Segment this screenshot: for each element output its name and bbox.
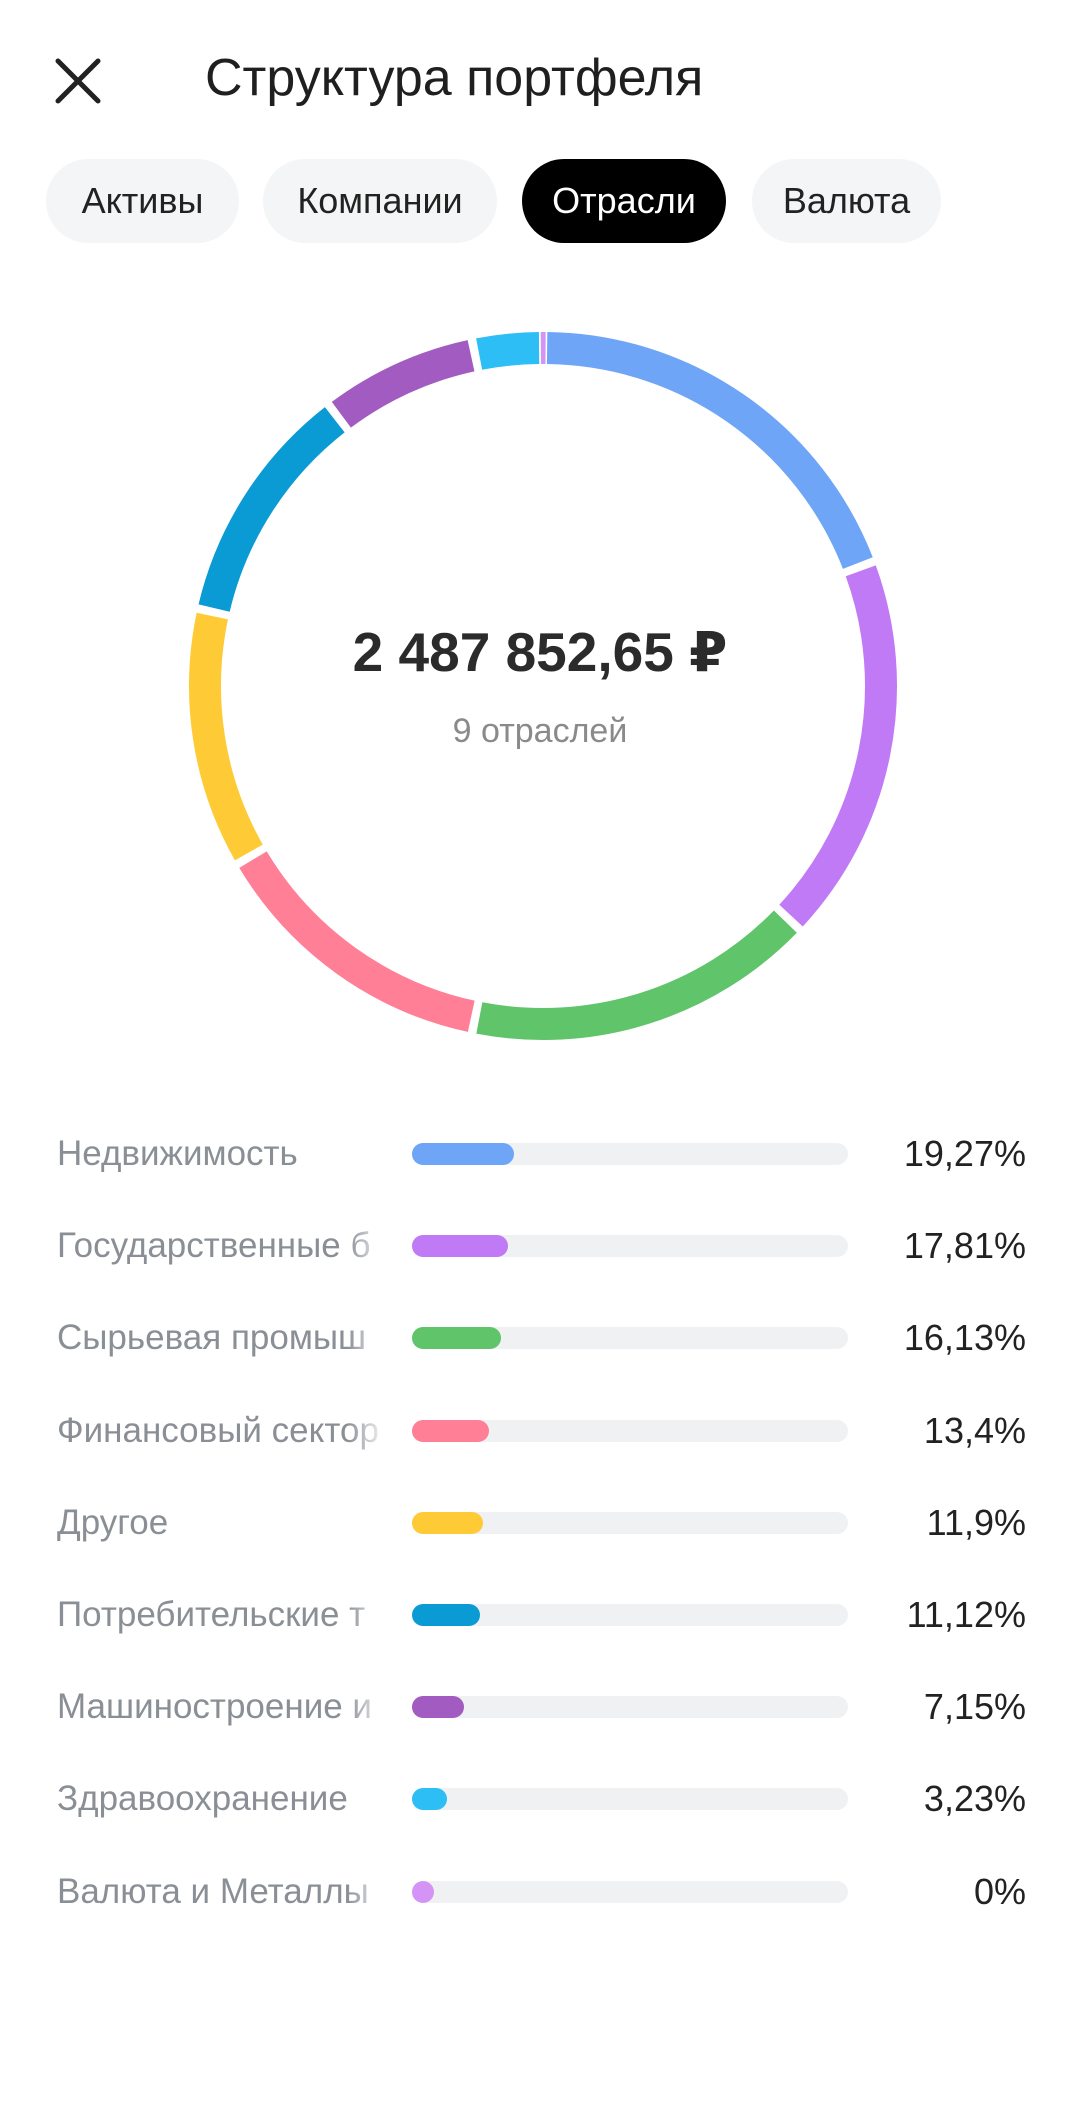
bar-track: [412, 1143, 848, 1165]
percent-label: 11,9%: [926, 1501, 1026, 1543]
donut-segment: [331, 340, 475, 428]
industry-row: Здравоохранение 3,23%: [0, 1769, 1080, 1829]
percent-label: 17,81%: [903, 1225, 1026, 1267]
industry-row: Другое 11,9%: [0, 1493, 1080, 1553]
industry-name: Валюта и Металлы: [57, 1871, 369, 1911]
total-value: 2 487 852,65 ₽: [352, 621, 728, 683]
industry-row: Валюта и Металлы 0%: [0, 1862, 1080, 1922]
donut-segment: [198, 407, 345, 612]
bar-track: [412, 1327, 848, 1350]
tab[interactable]: Отрасли: [522, 159, 726, 243]
close-button[interactable]: [52, 55, 104, 107]
percent-label: 11,12%: [906, 1594, 1026, 1635]
bar: [412, 1327, 501, 1350]
tab[interactable]: Валюта: [752, 159, 941, 243]
bar: [412, 1235, 508, 1258]
industry-count: 9 отраслей: [452, 712, 628, 750]
bar-track: [412, 1880, 848, 1903]
percent-label: 16,13%: [903, 1317, 1026, 1359]
donut-segment: [476, 332, 540, 370]
industry-row: Недвижимость 19,27%: [0, 1124, 1080, 1184]
donut-segment: [779, 565, 897, 927]
industry-row: Потребительские т 11,12%: [0, 1585, 1080, 1645]
bar: [412, 1511, 484, 1534]
tab[interactable]: Активы: [46, 159, 239, 243]
industry-name: Государственные б: [57, 1226, 371, 1266]
tab[interactable]: Компании: [263, 159, 497, 243]
percent-label: 19,27%: [903, 1133, 1026, 1174]
bar: [412, 1696, 464, 1719]
bar-track: [412, 1511, 848, 1534]
industry-name: Финансовый сектор: [57, 1410, 379, 1450]
bar-track: [412, 1604, 848, 1626]
percent-label: 3,23%: [923, 1778, 1026, 1820]
industry-name: Другое: [57, 1502, 169, 1542]
industry-row: Государственные б 17,81%: [0, 1216, 1080, 1276]
industry-name: Машиностроение и: [57, 1687, 372, 1727]
page-title: Структура портфеля: [205, 49, 704, 107]
percent-label: 7,15%: [923, 1686, 1026, 1728]
bar: [412, 1143, 514, 1165]
bar-track: [412, 1419, 848, 1442]
bar: [412, 1604, 481, 1626]
industry-name: Сырьевая промыш: [57, 1318, 367, 1358]
bar: [412, 1880, 434, 1903]
donut-segment: [189, 612, 263, 861]
industry-name: Недвижимость: [57, 1134, 298, 1173]
donut-segment: [239, 851, 475, 1032]
percent-label: 13,4%: [923, 1409, 1026, 1451]
industry-row: Машиностроение и 7,15%: [0, 1677, 1080, 1737]
donut-segment: [546, 332, 873, 569]
industry-row: Сырьевая промыш 16,13%: [0, 1308, 1080, 1368]
bar: [412, 1419, 490, 1442]
bar-track: [412, 1788, 848, 1811]
industry-row: Финансовый сектор 13,4%: [0, 1401, 1080, 1461]
bar-track: [412, 1696, 848, 1719]
industry-name: Здравоохранение: [57, 1779, 348, 1819]
donut-segment: [476, 910, 797, 1040]
industry-name: Потребительские т: [57, 1595, 366, 1634]
donut-chart: [189, 332, 897, 1040]
percent-label: 0%: [973, 1870, 1026, 1912]
bar: [412, 1788, 448, 1811]
bar-track: [412, 1235, 848, 1258]
